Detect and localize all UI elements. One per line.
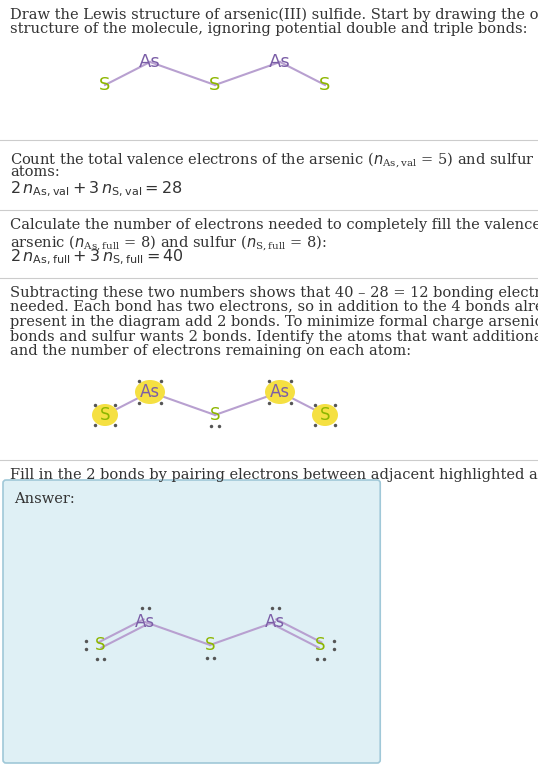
Text: Calculate the number of electrons needed to completely fill the valence shells f: Calculate the number of electrons needed… bbox=[10, 218, 538, 232]
Text: S: S bbox=[315, 636, 325, 654]
Text: needed. Each bond has two electrons, so in addition to the 4 bonds already: needed. Each bond has two electrons, so … bbox=[10, 300, 538, 314]
Text: As: As bbox=[269, 53, 291, 71]
Text: present in the diagram add 2 bonds. To minimize formal charge arsenic wants 3: present in the diagram add 2 bonds. To m… bbox=[10, 315, 538, 329]
Text: structure of the molecule, ignoring potential double and triple bonds:: structure of the molecule, ignoring pote… bbox=[10, 22, 527, 36]
Text: Count the total valence electrons of the arsenic ($n_\mathregular{As,val}$ = 5) : Count the total valence electrons of the… bbox=[10, 150, 538, 170]
Text: atoms:: atoms: bbox=[10, 165, 60, 179]
Text: Draw the Lewis structure of arsenic(III) sulfide. Start by drawing the overall: Draw the Lewis structure of arsenic(III)… bbox=[10, 8, 538, 22]
Text: S: S bbox=[95, 636, 105, 654]
Ellipse shape bbox=[312, 404, 338, 426]
Text: As: As bbox=[140, 383, 160, 401]
Text: Answer:: Answer: bbox=[14, 492, 75, 506]
Text: $2\,n_\mathregular{As,val} + 3\,n_\mathregular{S,val} = 28$: $2\,n_\mathregular{As,val} + 3\,n_\mathr… bbox=[10, 180, 182, 199]
Ellipse shape bbox=[135, 380, 165, 404]
Text: As: As bbox=[139, 53, 161, 71]
Text: As: As bbox=[135, 613, 155, 631]
Text: S: S bbox=[210, 406, 220, 424]
Text: S: S bbox=[100, 76, 111, 94]
Text: $2\,n_\mathregular{As,full} + 3\,n_\mathregular{S,full} = 40$: $2\,n_\mathregular{As,full} + 3\,n_\math… bbox=[10, 248, 184, 267]
Text: Subtracting these two numbers shows that 40 – 28 = 12 bonding electrons are: Subtracting these two numbers shows that… bbox=[10, 286, 538, 300]
Text: bonds and sulfur wants 2 bonds. Identify the atoms that want additional bonds: bonds and sulfur wants 2 bonds. Identify… bbox=[10, 330, 538, 344]
Text: S: S bbox=[100, 406, 110, 424]
Ellipse shape bbox=[265, 380, 295, 404]
Text: S: S bbox=[320, 406, 330, 424]
Text: As: As bbox=[270, 383, 290, 401]
Text: As: As bbox=[265, 613, 285, 631]
Ellipse shape bbox=[92, 404, 118, 426]
FancyBboxPatch shape bbox=[3, 480, 380, 763]
Text: and the number of electrons remaining on each atom:: and the number of electrons remaining on… bbox=[10, 344, 411, 358]
Text: S: S bbox=[205, 636, 215, 654]
Text: S: S bbox=[320, 76, 331, 94]
Text: arsenic ($n_\mathregular{As,full}$ = 8) and sulfur ($n_\mathregular{S,full}$ = 8: arsenic ($n_\mathregular{As,full}$ = 8) … bbox=[10, 233, 327, 253]
Text: S: S bbox=[209, 76, 221, 94]
Text: Fill in the 2 bonds by pairing electrons between adjacent highlighted atoms:: Fill in the 2 bonds by pairing electrons… bbox=[10, 468, 538, 482]
